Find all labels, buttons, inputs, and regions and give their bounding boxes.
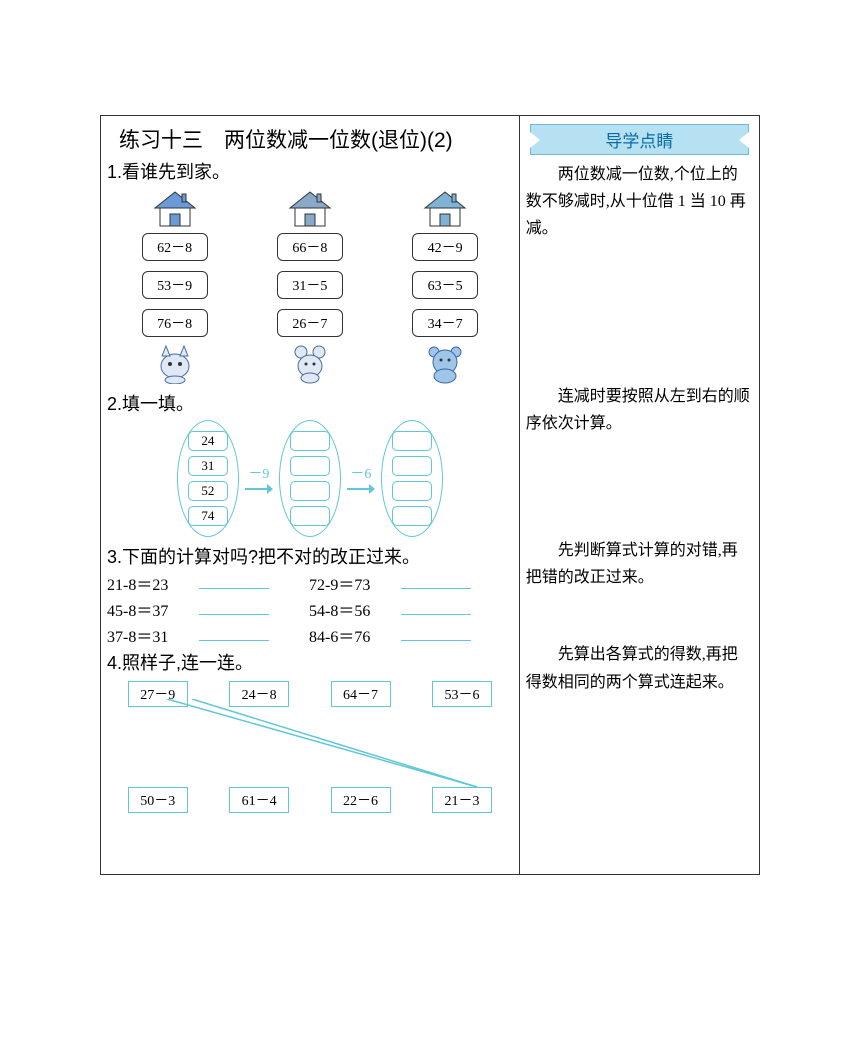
equation-text: 37-8＝31	[107, 623, 197, 647]
q3-row: 37-8＝31 84-6＝76	[107, 623, 513, 647]
oval-group: 24 31 52 74	[177, 420, 239, 537]
house-icon	[420, 188, 470, 228]
match-box[interactable]: 22－6	[331, 787, 391, 813]
number-cell	[290, 431, 330, 451]
number-cell	[392, 431, 432, 451]
number-cell: 52	[188, 481, 228, 501]
equation-box: 34－7	[412, 309, 478, 337]
op-label: －9	[245, 463, 273, 495]
answer-blank[interactable]	[401, 597, 471, 615]
answer-blank[interactable]	[401, 623, 471, 641]
q4-diagram: 27－924－864－753－6 50－361－422－621－3	[107, 677, 513, 827]
equation-box: 66－8	[277, 233, 343, 261]
equation-box: 26－7	[277, 309, 343, 337]
equation-text: 21-8＝23	[107, 571, 197, 595]
q1-column: 42－9 63－5 34－7	[412, 188, 478, 384]
house-icon	[285, 188, 335, 228]
equation-box: 53－9	[142, 271, 208, 299]
q1-column: 66－8 31－5 26－7	[277, 188, 343, 384]
content-table: 练习十三 两位数减一位数(退位)(2) 1.看谁先到家。 62－8 53－9 76－…	[100, 115, 760, 875]
op-label: －6	[347, 463, 375, 495]
answer-blank[interactable]	[199, 571, 269, 589]
number-cell	[392, 481, 432, 501]
q3-list: 21-8＝23 72-9＝73 45-8＝37 54-8＝56 37-8＝31 84-6＝…	[107, 571, 513, 647]
q1-column: 62－8 53－9 76－8	[142, 188, 208, 384]
guide-note-2: 连减时要按照从左到右的顺序依次计算。	[526, 383, 753, 437]
arrow-icon	[245, 483, 273, 495]
q3-row: 45-8＝37 54-8＝56	[107, 597, 513, 621]
equation-box: 62－8	[142, 233, 208, 261]
equation-box: 76－8	[142, 309, 208, 337]
oval-group	[381, 420, 443, 537]
guide-note-3: 先判断算式计算的对错,再把错的改正过来。	[526, 537, 753, 591]
q4-heading: 4.照样子,连一连。	[107, 649, 513, 675]
q4-bottom-row: 50－3 61－4 22－6 21－3	[107, 787, 513, 813]
worksheet-page: 练习十三 两位数减一位数(退位)(2) 1.看谁先到家。 62－8 53－9 76－…	[0, 0, 863, 1061]
match-box[interactable]: 61－4	[229, 787, 289, 813]
bear-icon	[424, 342, 466, 384]
equation-text: 72-9＝73	[309, 571, 399, 595]
number-cell	[392, 506, 432, 526]
equation-box: 31－5	[277, 271, 343, 299]
guide-column: 导学点睛 两位数减一位数,个位上的数不够减时,从十位借 1 当 10 再减。 连…	[520, 116, 759, 874]
q4-example-line	[107, 699, 513, 789]
q3-heading: 3.下面的计算对吗?把不对的改正过来。	[107, 543, 513, 569]
guide-note-4: 先算出各算式的得数,再把得数相同的两个算式连起来。	[526, 641, 753, 695]
guide-note-1: 两位数减一位数,个位上的数不够减时,从十位借 1 当 10 再减。	[526, 161, 753, 243]
equation-box: 42－9	[412, 233, 478, 261]
main-column: 练习十三 两位数减一位数(退位)(2) 1.看谁先到家。 62－8 53－9 76－…	[101, 116, 520, 874]
match-box[interactable]: 21－3	[432, 787, 492, 813]
arrow-icon	[347, 483, 375, 495]
q2-heading: 2.填一填。	[107, 390, 513, 416]
number-cell	[392, 456, 432, 476]
worksheet-title: 练习十三 两位数减一位数(退位)(2)	[119, 124, 513, 154]
equation-box: 63－5	[412, 271, 478, 299]
answer-blank[interactable]	[199, 597, 269, 615]
house-icon	[150, 188, 200, 228]
answer-blank[interactable]	[199, 623, 269, 641]
cat-icon	[154, 342, 196, 384]
number-cell	[290, 481, 330, 501]
q2-diagram: 24 31 52 74 －9 －6	[107, 420, 513, 537]
q3-row: 21-8＝23 72-9＝73	[107, 571, 513, 595]
equation-text: 45-8＝37	[107, 597, 197, 621]
number-cell	[290, 456, 330, 476]
number-cell	[290, 506, 330, 526]
q1-grid: 62－8 53－9 76－8 66－8 31－5 26－7 42－9 63－5 34－7	[107, 188, 513, 384]
q1-heading: 1.看谁先到家。	[107, 158, 513, 184]
number-cell: 31	[188, 456, 228, 476]
equation-text: 54-8＝56	[309, 597, 399, 621]
guide-header: 导学点睛	[530, 124, 749, 155]
match-box[interactable]: 50－3	[128, 787, 188, 813]
mouse-icon	[289, 342, 331, 384]
oval-group	[279, 420, 341, 537]
equation-text: 84-6＝76	[309, 623, 399, 647]
answer-blank[interactable]	[401, 571, 471, 589]
number-cell: 24	[188, 431, 228, 451]
number-cell: 74	[188, 506, 228, 526]
